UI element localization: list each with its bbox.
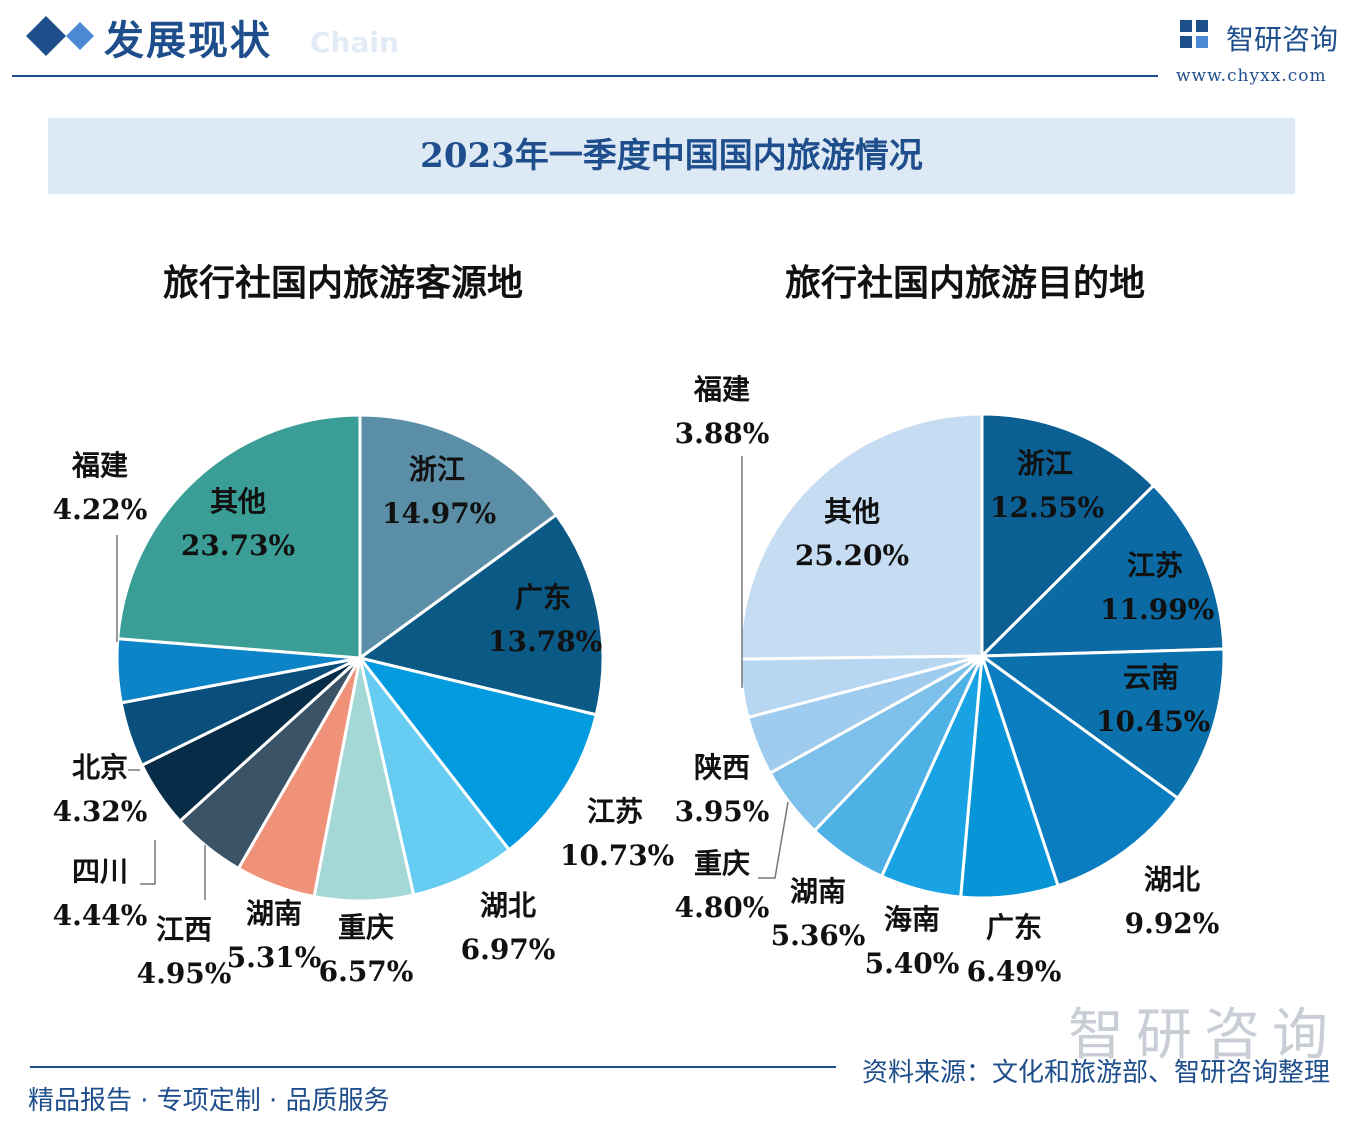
right-chart-title: 旅行社国内旅游目的地 <box>785 262 1146 304</box>
source-slice-10 <box>116 413 362 660</box>
dest-label-chongqing: 重庆 4.80% <box>674 847 770 924</box>
header-diamond-small-icon <box>66 22 94 50</box>
slice-label-hubei: 湖北 6.97% <box>460 889 556 966</box>
slice-label-beijing: 北京 4.32% <box>52 751 148 828</box>
brand-url: www.chyxx.com <box>1176 66 1327 86</box>
dest-label-zhejiang: 浙江 12.55% <box>990 447 1105 524</box>
dest-label-other: 其他 25.20% <box>794 495 910 572</box>
dest-label-hunan: 湖南 5.36% <box>770 875 866 952</box>
slice-label-hunan: 湖南 5.31% <box>226 897 322 974</box>
source-pie-chart <box>115 413 605 903</box>
destination-pie-chart <box>738 412 1226 900</box>
destination-slice-1 <box>978 483 1226 658</box>
slice-label-chongqing: 重庆 6.57% <box>318 911 414 988</box>
destination-slice-10 <box>738 412 984 661</box>
watermark-text: 智研咨询 <box>1068 1003 1340 1068</box>
header-ghost-text: Chain <box>310 26 399 59</box>
source-slice-1 <box>356 512 605 717</box>
slice-label-other: 其他 23.73% <box>180 485 296 562</box>
slice-label-guangdong: 广东 13.78% <box>488 581 603 658</box>
destination-slice-3 <box>979 652 1180 888</box>
dest-label-guangdong: 广东 6.49% <box>966 911 1062 988</box>
dest-label-jiangsu: 江苏 11.99% <box>1100 549 1215 626</box>
footer-source: 资料来源：文化和旅游部、智研咨询整理 <box>862 1058 1331 1088</box>
dest-label-fujian: 福建 3.88% <box>674 373 770 450</box>
title-banner <box>48 118 1295 194</box>
destination-slice-0 <box>980 412 1156 660</box>
leader-lines <box>116 456 789 900</box>
banner-title: 2023年一季度中国国内旅游情况 <box>420 136 923 176</box>
slice-label-jiangxi: 江西 4.95% <box>136 913 232 990</box>
source-slice-2 <box>356 655 599 852</box>
source-slice-3 <box>358 657 512 897</box>
brand-logo-icon <box>1180 20 1208 48</box>
dest-label-hubei: 湖北 9.92% <box>1124 863 1220 940</box>
slice-label-fujian: 福建 4.22% <box>52 449 148 526</box>
slice-label-zhejiang: 浙江 14.97% <box>382 453 497 530</box>
left-chart-title: 旅行社国内旅游客源地 <box>163 262 524 304</box>
dest-label-hainan: 海南 5.40% <box>864 903 960 980</box>
dest-label-yunnan: 云南 10.45% <box>1096 661 1211 738</box>
slice-label-jiangsu: 江苏 10.73% <box>560 795 675 872</box>
footer-slogan: 精品报告 · 专项定制 · 品质服务 <box>28 1086 390 1116</box>
header-diamond-icon <box>26 16 66 56</box>
slice-label-sichuan: 四川 4.44% <box>52 855 148 932</box>
page-title: 发展现状 <box>104 18 272 64</box>
destination-slice-2 <box>977 647 1226 801</box>
brand-name: 智研咨询 <box>1226 23 1339 56</box>
source-slice-0 <box>358 413 559 661</box>
dest-label-shaanxi: 陕西 3.95% <box>674 751 770 828</box>
